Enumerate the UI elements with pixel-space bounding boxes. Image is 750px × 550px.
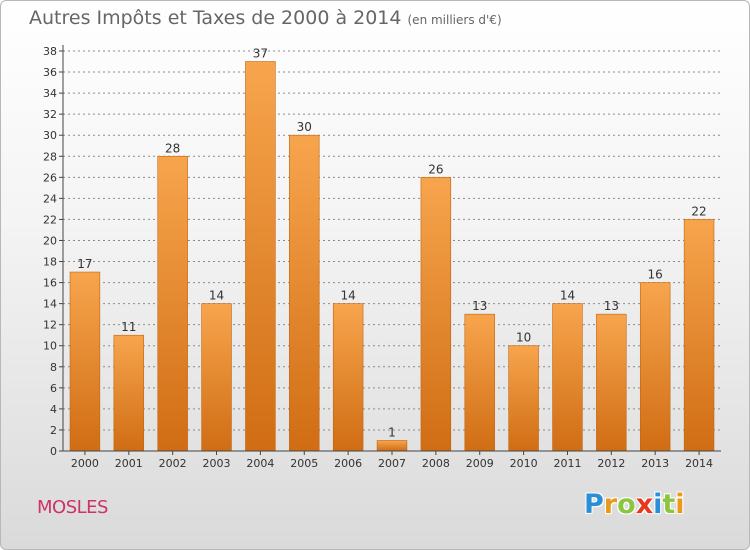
bar-2000 <box>69 271 101 452</box>
y-tick-label: 22 <box>43 213 57 226</box>
x-tick-label: 2013 <box>641 457 669 470</box>
proxiti-logo: Proxiti <box>584 489 685 520</box>
data-label-2007: 1 <box>388 425 396 439</box>
y-tick-label: 32 <box>43 108 57 121</box>
y-tick-label: 24 <box>43 192 57 205</box>
y-tick-label: 34 <box>43 87 57 100</box>
x-tick-label: 2007 <box>378 457 406 470</box>
data-label-2002: 28 <box>165 141 180 155</box>
data-label-2001: 11 <box>121 320 136 334</box>
chart-title-text: Autres Impôts et Taxes de 2000 à 2014 <box>29 7 402 29</box>
data-label-2011: 14 <box>560 289 575 303</box>
y-tick-label: 36 <box>43 66 57 79</box>
logo-letter: t <box>662 489 676 520</box>
y-tick-label: 12 <box>43 319 57 332</box>
y-tick-label: 6 <box>50 382 57 395</box>
data-label-2004: 37 <box>253 47 268 61</box>
bar-2006 <box>332 303 364 452</box>
data-label-2010: 10 <box>516 331 531 345</box>
bar-2008 <box>420 177 452 452</box>
axes <box>59 45 721 455</box>
bar-2013 <box>639 282 671 452</box>
bar-2003 <box>201 303 232 452</box>
y-tick-label: 18 <box>43 256 57 269</box>
bar-2011 <box>552 303 583 452</box>
x-tick-label: 2005 <box>290 457 318 470</box>
data-label-2003: 14 <box>209 289 224 303</box>
y-tick-label: 30 <box>43 129 57 142</box>
labels: 0246810121416182022242628303234363817200… <box>43 45 713 470</box>
y-tick-label: 20 <box>43 234 57 247</box>
x-tick-label: 2001 <box>115 457 143 470</box>
x-tick-label: 2010 <box>510 457 538 470</box>
x-tick-label: 2008 <box>422 457 450 470</box>
x-tick-label: 2006 <box>334 457 362 470</box>
x-tick-label: 2003 <box>203 457 231 470</box>
y-tick-label: 8 <box>50 361 57 374</box>
bars <box>69 61 715 452</box>
bar-2012 <box>596 313 627 452</box>
y-tick-label: 16 <box>43 277 57 290</box>
y-tick-label: 0 <box>50 445 57 458</box>
x-tick-label: 2002 <box>159 457 187 470</box>
bar-2014 <box>683 219 715 452</box>
y-tick-label: 2 <box>50 424 57 437</box>
y-tick-label: 14 <box>43 298 57 311</box>
y-tick-label: 28 <box>43 150 57 163</box>
logo-letter: P <box>584 489 604 520</box>
x-tick-label: 2011 <box>553 457 581 470</box>
x-tick-label: 2000 <box>71 457 99 470</box>
data-label-2009: 13 <box>472 299 487 313</box>
bar-2002 <box>157 155 188 452</box>
y-tick-label: 38 <box>43 45 57 58</box>
bar-2007 <box>376 440 408 452</box>
chart-title: Autres Impôts et Taxes de 2000 à 2014 (en… <box>29 7 502 29</box>
data-label-2014: 22 <box>691 204 706 218</box>
y-tick-label: 26 <box>43 171 57 184</box>
bar-2004 <box>245 61 276 452</box>
data-label-2005: 30 <box>297 120 312 134</box>
logo-letter: i <box>653 489 663 520</box>
data-label-2006: 14 <box>340 289 355 303</box>
x-tick-label: 2004 <box>246 457 274 470</box>
y-tick-label: 10 <box>43 340 57 353</box>
data-label-2000: 17 <box>77 257 92 271</box>
place-name: MOSLES <box>37 497 108 518</box>
bar-2001 <box>113 334 145 452</box>
chart-subtitle: (en milliers d'€) <box>407 13 502 27</box>
logo-letter: o <box>617 489 636 520</box>
logo-letter: r <box>603 489 618 520</box>
logo-letter: x <box>635 489 654 520</box>
data-label-2012: 13 <box>604 299 619 313</box>
x-tick-label: 2009 <box>466 457 494 470</box>
x-tick-label: 2014 <box>685 457 713 470</box>
bar-2010 <box>508 345 539 452</box>
y-tick-label: 4 <box>50 403 57 416</box>
data-label-2008: 26 <box>428 162 443 176</box>
x-tick-label: 2012 <box>597 457 625 470</box>
data-label-2013: 16 <box>648 268 663 282</box>
bar-2009 <box>464 313 495 452</box>
bar-2005 <box>289 134 320 452</box>
logo-letter: i <box>675 489 685 520</box>
